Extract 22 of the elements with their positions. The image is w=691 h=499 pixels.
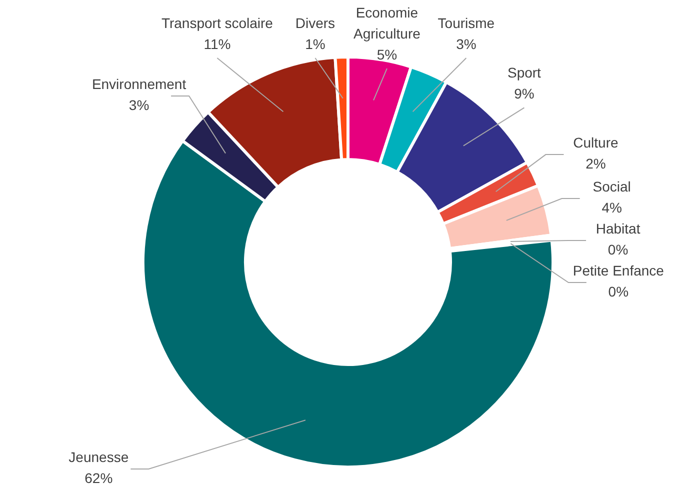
slice-label: Economie Agriculture bbox=[353, 4, 421, 42]
data-label: 5% bbox=[376, 46, 398, 62]
slice-label: Sport bbox=[507, 64, 542, 81]
data-label: 11% bbox=[204, 36, 231, 52]
slice-label: Jeunesse bbox=[68, 449, 129, 465]
slice-label: Tourisme bbox=[438, 15, 495, 31]
slice-label: Divers bbox=[295, 15, 336, 31]
slice-label: Habitat bbox=[596, 220, 640, 237]
slice-label: Transport scolaire bbox=[161, 15, 274, 31]
data-label: 4% bbox=[602, 200, 622, 216]
data-label: 3% bbox=[128, 97, 150, 114]
slice-label: Environnement bbox=[92, 76, 186, 92]
data-label: 2% bbox=[586, 156, 606, 172]
data-label: 9% bbox=[514, 86, 534, 102]
data-label: 62% bbox=[84, 470, 113, 486]
slice-label: Petite Enfance bbox=[572, 262, 664, 279]
slice-label: Social bbox=[592, 178, 631, 195]
data-label: 0% bbox=[608, 284, 629, 300]
data-label: 1% bbox=[305, 36, 326, 52]
data-label: 0% bbox=[608, 242, 628, 258]
slice-label: Culture bbox=[573, 134, 618, 151]
data-label: 3% bbox=[456, 36, 476, 52]
